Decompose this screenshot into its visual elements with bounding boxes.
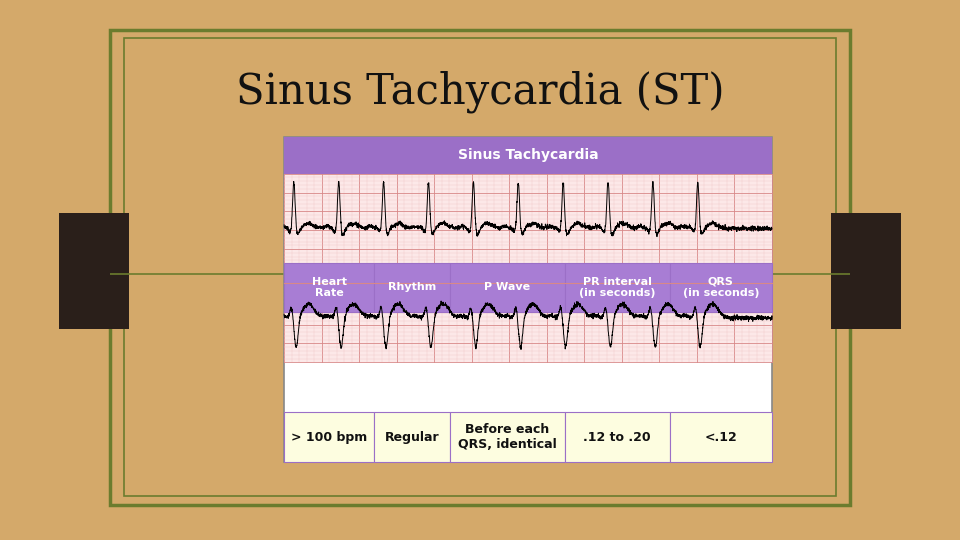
Text: P Wave: P Wave <box>484 282 530 293</box>
FancyBboxPatch shape <box>564 262 669 313</box>
FancyBboxPatch shape <box>284 262 374 313</box>
FancyBboxPatch shape <box>284 137 772 174</box>
FancyBboxPatch shape <box>284 174 772 362</box>
Text: .12 to .20: .12 to .20 <box>584 431 651 444</box>
FancyBboxPatch shape <box>669 262 772 313</box>
Text: Rhythm: Rhythm <box>388 282 436 293</box>
FancyBboxPatch shape <box>284 412 374 462</box>
Text: QRS
(in seconds): QRS (in seconds) <box>683 276 759 298</box>
Text: Heart
Rate: Heart Rate <box>312 276 347 298</box>
FancyBboxPatch shape <box>564 412 669 462</box>
FancyBboxPatch shape <box>59 213 129 329</box>
Text: Before each
QRS, identical: Before each QRS, identical <box>458 423 557 451</box>
FancyBboxPatch shape <box>669 412 772 462</box>
FancyBboxPatch shape <box>450 262 564 313</box>
FancyBboxPatch shape <box>374 262 450 313</box>
FancyBboxPatch shape <box>284 137 772 462</box>
Text: Sinus Tachycardia: Sinus Tachycardia <box>458 148 598 162</box>
FancyBboxPatch shape <box>831 213 901 329</box>
FancyBboxPatch shape <box>450 412 564 462</box>
Text: Regular: Regular <box>385 431 440 444</box>
FancyBboxPatch shape <box>374 412 450 462</box>
Text: <.12: <.12 <box>705 431 737 444</box>
Text: > 100 bpm: > 100 bpm <box>291 431 368 444</box>
Text: Sinus Tachycardia (ST): Sinus Tachycardia (ST) <box>236 70 724 113</box>
Text: PR interval
(in seconds): PR interval (in seconds) <box>579 276 656 298</box>
